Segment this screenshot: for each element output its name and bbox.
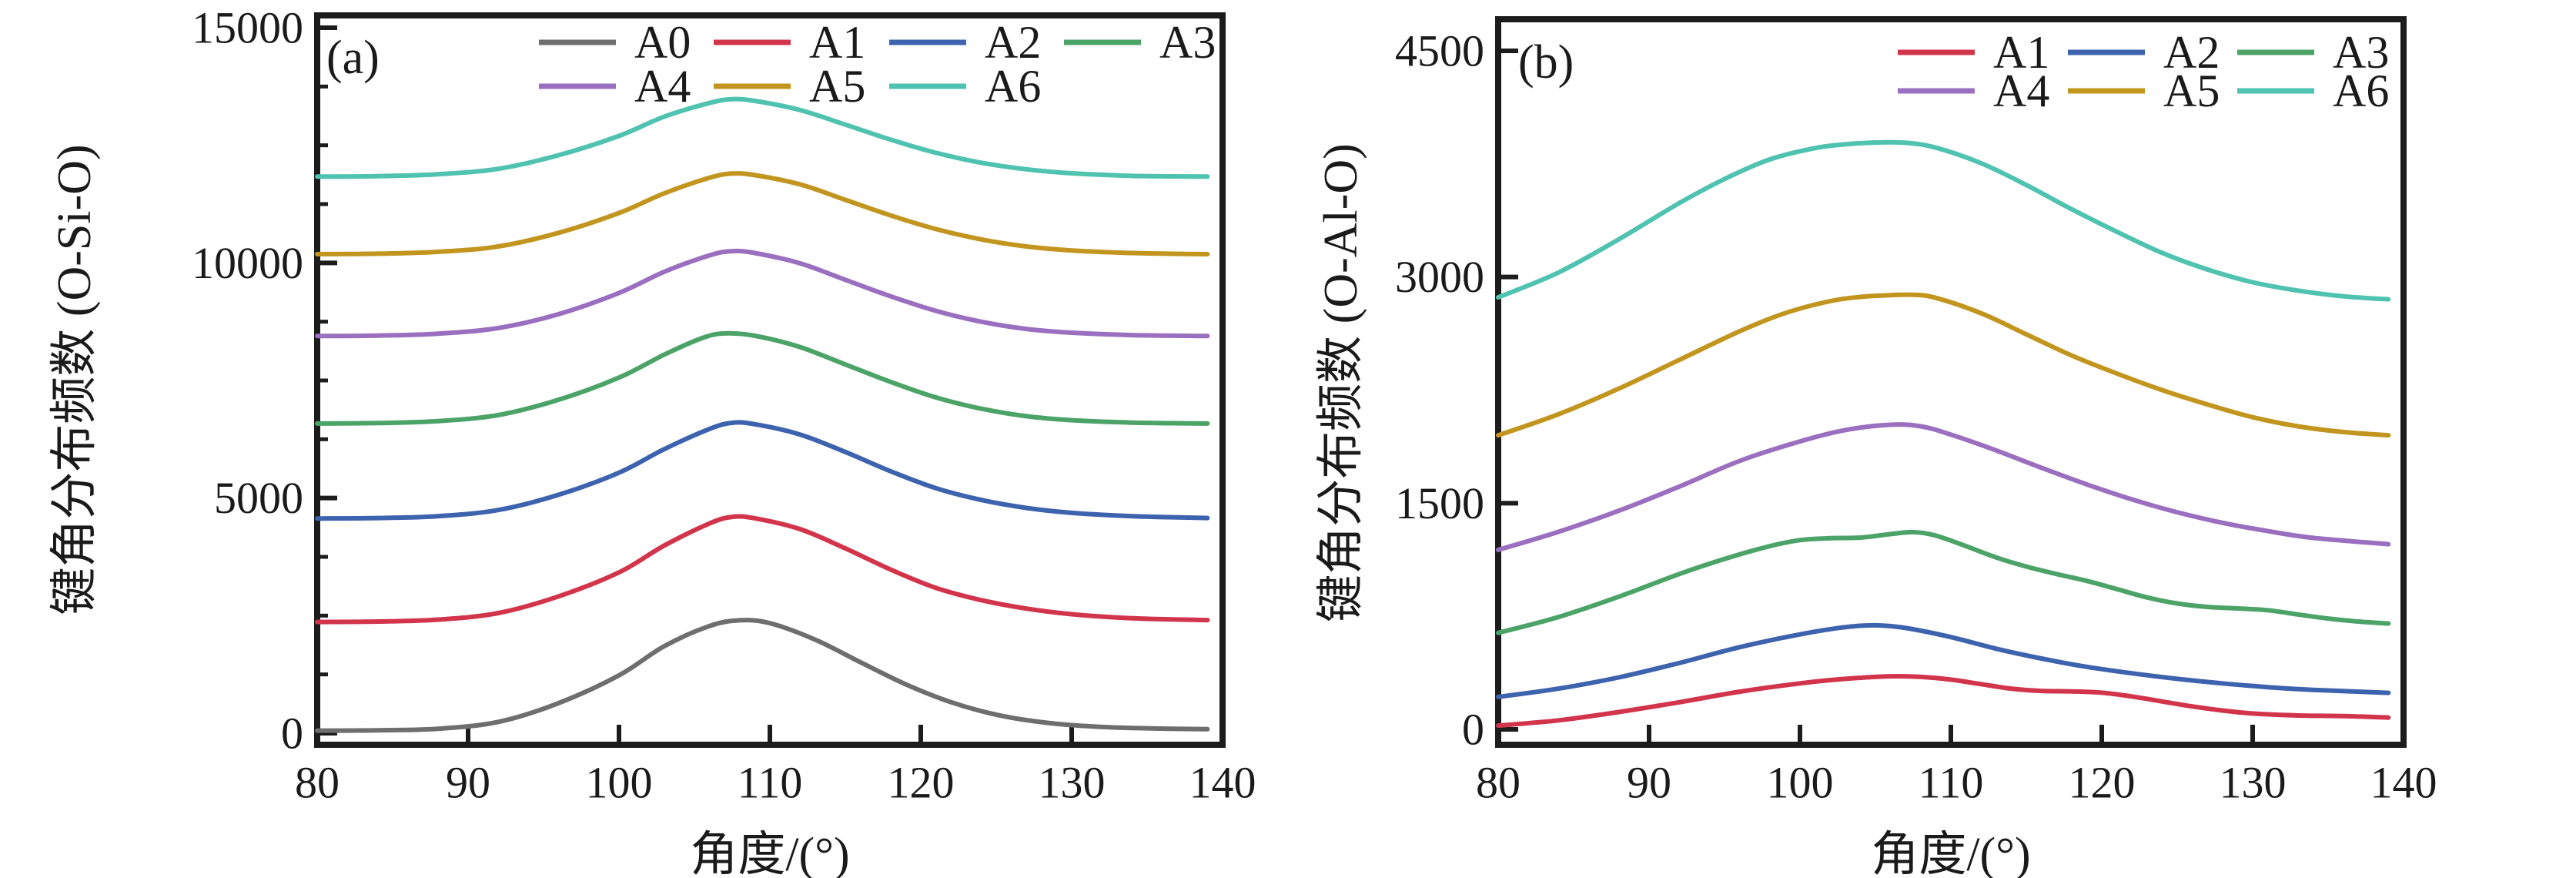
legend-item-a0: A0: [539, 17, 691, 68]
series-line-a2: [1496, 622, 2391, 699]
panel-a-y-tick-label: 10000: [192, 238, 303, 288]
legend-item-a3: A3: [2237, 27, 2389, 78]
legend-label-a2: A2: [985, 17, 1041, 68]
panel-b-label: (b): [1518, 36, 1574, 89]
panel-b-y-tick-label: 4500: [1395, 26, 1484, 76]
series-line-a4: [1496, 422, 2391, 552]
panel-a-x-tick-label: 140: [1189, 758, 1256, 808]
panel-b-x-tick-label: 130: [2220, 758, 2287, 808]
series-line-a3: [315, 330, 1210, 426]
legend-label-a5: A5: [809, 61, 865, 112]
legend-item-a5: A5: [714, 61, 865, 112]
panel-b-x-axis-title: 角度/(°): [1871, 829, 2031, 878]
panel-b-x-tick-label: 90: [1627, 758, 1671, 808]
legend-item-a4: A4: [1898, 65, 2049, 116]
panel-b-y-tick-label: 1500: [1395, 478, 1484, 528]
series-line-a1: [315, 514, 1210, 625]
panel-a-y-tick-label: 5000: [214, 473, 303, 523]
panel-b-x-tick-label: 120: [2069, 758, 2136, 808]
series-line-a3: [1496, 529, 2391, 635]
legend-label-a1: A1: [809, 17, 865, 68]
legend-label-a6: A6: [985, 61, 1041, 112]
legend-item-a4: A4: [539, 61, 691, 112]
legend-label-a2: A2: [2163, 27, 2220, 78]
legend-label-a6: A6: [2333, 65, 2389, 116]
panel-a-x-tick-label: 90: [446, 758, 490, 808]
series-line-a0: [315, 618, 1210, 733]
panel-b-x-tick-label: 110: [1919, 758, 1984, 808]
legend-item-a1: A1: [1898, 27, 2049, 78]
panel-b-y-axis-title: 键角分布频数 (O-Al-O): [1315, 143, 1367, 622]
panel-a-x-tick-label: 130: [1039, 758, 1106, 808]
panel-a-y-tick-label: 15000: [192, 3, 303, 53]
panel-a-y-tick-label: 0: [281, 709, 303, 759]
panel-b: 80 90 100 110 120 130 140 0 1500 3000 4500 A1 A2 A3 A4…: [1395, 16, 2437, 808]
series-line-a1: [1496, 673, 2391, 729]
legend-item-a3: A3: [1064, 17, 1216, 68]
series-line-a5: [1496, 292, 2391, 438]
legend-item-a2: A2: [2068, 27, 2220, 78]
legend-item-a6: A6: [889, 61, 1041, 112]
series-line-a2: [315, 420, 1210, 521]
legend-item-a1: A1: [714, 17, 865, 68]
panel-a-plot-frame: [314, 12, 1226, 748]
legend-label-a1: A1: [1993, 27, 2049, 78]
panel-b-x-tick-label: 140: [2370, 758, 2437, 808]
legend-item-a2: A2: [889, 17, 1041, 68]
series-line-a5: [315, 171, 1210, 256]
panel-b-y-tick-label: 3000: [1395, 252, 1484, 302]
panel-b-y-tick-label: 0: [1462, 705, 1484, 755]
panel-a-x-tick-label: 120: [888, 758, 955, 808]
legend-item-a6: A6: [2237, 65, 2389, 116]
panel-a-x-tick-label: 110: [738, 758, 803, 808]
panel-a-x-tick-label: 80: [295, 758, 340, 808]
panel-a-label: (a): [326, 32, 380, 84]
panel-a-y-axis-title: 键角分布频数 (O-Si-O): [49, 144, 101, 615]
legend-label-a3: A3: [1159, 17, 1216, 68]
panel-b-x-tick-label: 80: [1476, 758, 1521, 808]
panel-b-x-tick-label: 100: [1767, 758, 1834, 808]
legend-item-a5: A5: [2068, 65, 2220, 116]
series-line-a6: [315, 96, 1210, 179]
panel-a-x-axis-title: 角度/(°): [690, 829, 850, 878]
series-line-a6: [1496, 139, 2391, 302]
legend-label-a4: A4: [634, 61, 691, 112]
panel-a: 80 90 100 110 120 130 140 0 5000 10000 15000 A0 A1 A2…: [192, 3, 1256, 808]
legend-label-a0: A0: [634, 17, 691, 68]
legend-label-a3: A3: [2333, 27, 2389, 78]
legend-label-a4: A4: [1993, 65, 2049, 116]
series-line-a4: [315, 248, 1210, 339]
legend-label-a5: A5: [2163, 65, 2220, 116]
panel-a-x-tick-label: 100: [586, 758, 653, 808]
